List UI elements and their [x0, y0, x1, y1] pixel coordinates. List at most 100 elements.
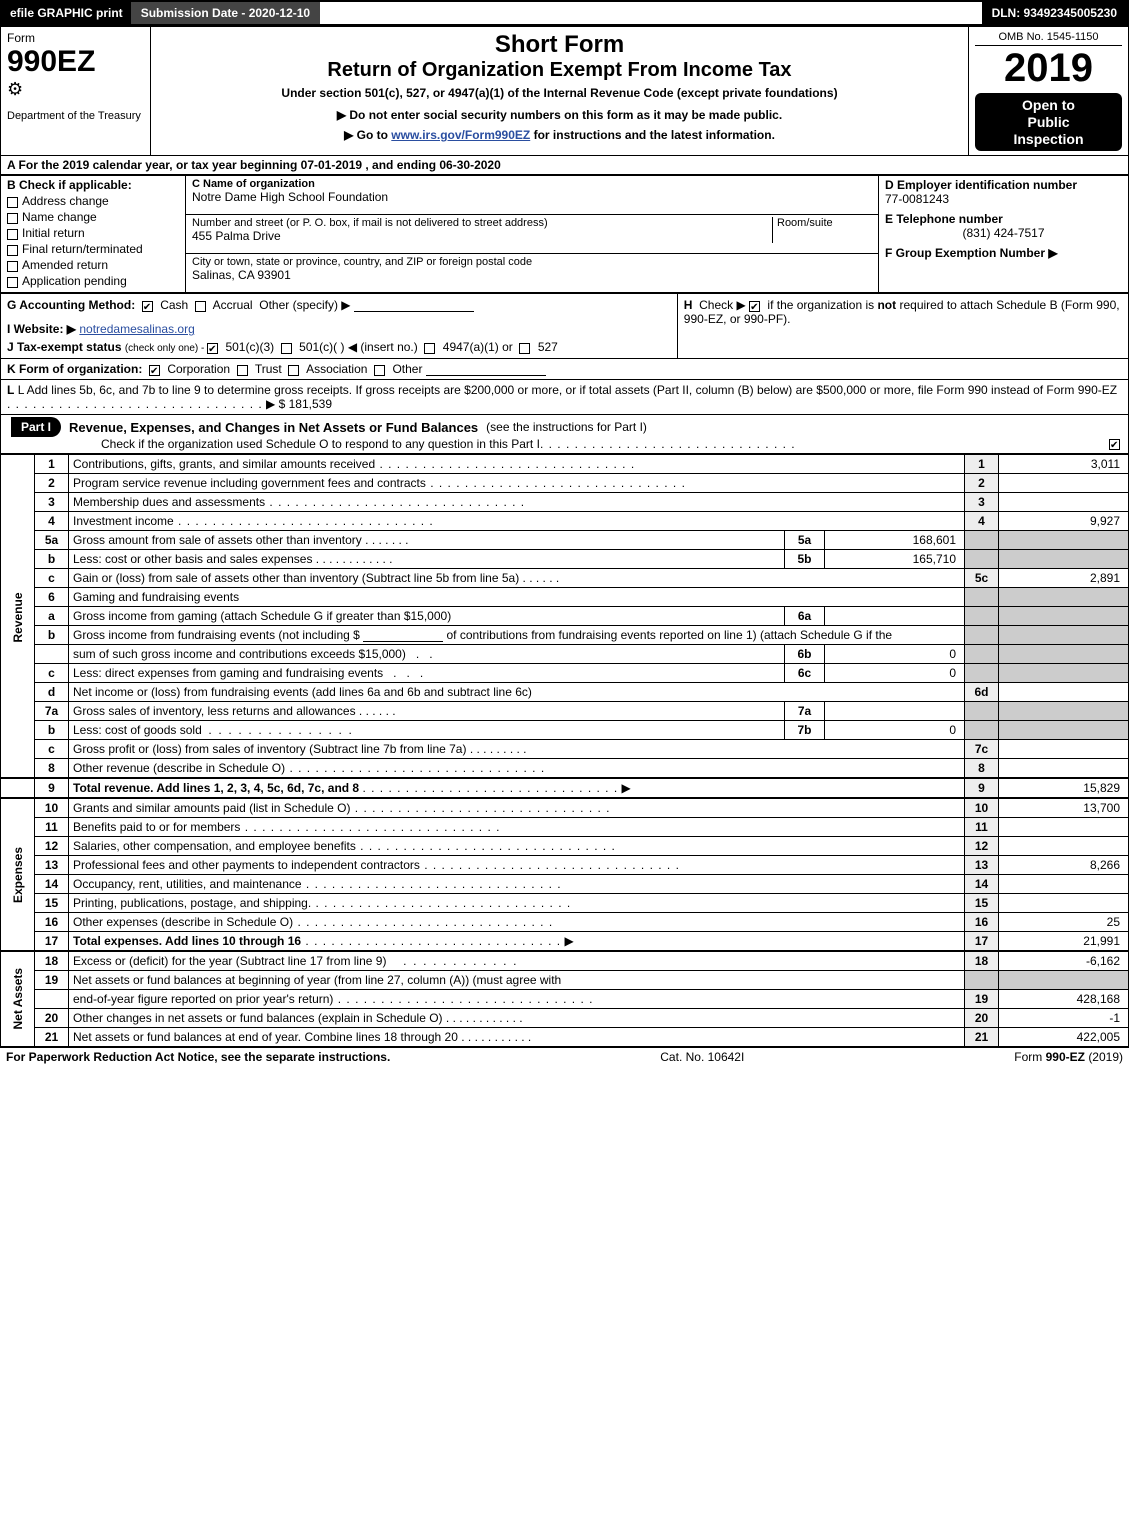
city-label: City or town, state or province, country… [192, 256, 872, 268]
ein: 77-0081243 [885, 192, 1122, 206]
line-3: 3 Membership dues and assessments 3 [1, 493, 1129, 512]
chk-amended-return[interactable]: Amended return [7, 258, 179, 272]
section-k: K Form of organization: Corporation Trus… [0, 359, 1129, 380]
rn1: 1 [965, 455, 999, 474]
chk-address-change[interactable]: Address change [7, 194, 179, 208]
section-def: D Employer identification number 77-0081… [879, 176, 1129, 293]
h-text2: if the organization is [767, 298, 877, 312]
under-section: Under section 501(c), 527, or 4947(a)(1)… [157, 86, 962, 100]
website-link[interactable]: notredamesalinas.org [79, 322, 194, 336]
line-2: 2 Program service revenue including gove… [1, 474, 1129, 493]
line-15: 15 Printing, publications, postage, and … [1, 894, 1129, 913]
chk-name-change[interactable]: Name change [7, 210, 179, 224]
line-1: Revenue 1 Contributions, gifts, grants, … [1, 455, 1129, 474]
goto-link[interactable]: www.irs.gov/Form990EZ [391, 128, 530, 142]
6b-blank[interactable] [363, 641, 443, 642]
footer-mid: Cat. No. 10642I [660, 1050, 744, 1064]
room-label: Room/suite [777, 217, 872, 229]
section-c-street: Number and street (or P. O. box, if mail… [186, 215, 879, 254]
g-other-blank[interactable] [354, 311, 474, 312]
line-5b: b Less: cost or other basis and sales ex… [1, 550, 1129, 569]
top-bar: efile GRAPHIC print Submission Date - 20… [0, 0, 1129, 26]
line-4: 4 Investment income 4 9,927 [1, 512, 1129, 531]
chk-501c[interactable] [281, 343, 292, 354]
part1-dots [540, 437, 1101, 451]
line-6d: d Net income or (loss) from fundraising … [1, 683, 1129, 702]
chk-corp[interactable] [149, 365, 160, 376]
chk-final-return[interactable]: Final return/terminated [7, 242, 179, 256]
line-8: 8 Other revenue (describe in Schedule O)… [1, 759, 1129, 779]
d-label: D Employer identification number [885, 178, 1122, 192]
street-label: Number and street (or P. O. box, if mail… [192, 217, 772, 229]
chk-accrual[interactable] [195, 301, 206, 312]
chk-initial-return[interactable]: Initial return [7, 226, 179, 240]
topbar-spacer [320, 2, 981, 24]
line-14: 14 Occupancy, rent, utilities, and maint… [1, 875, 1129, 894]
gh-table: G Accounting Method: Cash Accrual Other … [0, 293, 1129, 359]
l-text: L Add lines 5b, 6c, and 7b to line 9 to … [18, 383, 1117, 397]
chk-schedule-o[interactable] [1109, 439, 1120, 450]
line-9: 9 Total revenue. Add lines 1, 2, 3, 4, 5… [1, 778, 1129, 798]
irs-seal-icon: ⚙ [7, 79, 144, 100]
j-sub: (check only one) - [125, 343, 207, 354]
form-number: 990EZ [7, 45, 144, 79]
right-col: OMB No. 1545-1150 2019 Open to Public In… [969, 27, 1129, 156]
tax-year: 2019 [975, 46, 1122, 91]
org-name: Notre Dame High School Foundation [192, 190, 872, 204]
section-l: L L Add lines 5b, 6c, and 7b to line 9 t… [0, 380, 1129, 415]
row-a: A For the 2019 calendar year, or tax yea… [0, 156, 1129, 175]
chk-cash[interactable] [142, 301, 153, 312]
part1-paren: (see the instructions for Part I) [486, 420, 647, 434]
street: 455 Palma Drive [192, 229, 772, 243]
chk-application-pending[interactable]: Application pending [7, 274, 179, 288]
l-amount: $ 181,539 [279, 397, 332, 411]
short-form-title: Short Form [157, 31, 962, 59]
netassets-side-label: Net Assets [1, 951, 35, 1047]
chk-4947[interactable] [424, 343, 435, 354]
h-text1: Check ▶ [699, 298, 746, 312]
section-g: G Accounting Method: Cash Accrual Other … [1, 294, 678, 359]
footer: For Paperwork Reduction Act Notice, see … [0, 1047, 1129, 1066]
chk-501c3[interactable] [207, 343, 218, 354]
chk-trust[interactable] [237, 365, 248, 376]
l-dots [7, 397, 263, 411]
chk-other[interactable] [374, 365, 385, 376]
k-label: K Form of organization: [7, 362, 142, 376]
footer-right: Form 990-EZ (2019) [1014, 1050, 1123, 1064]
line-21: 21 Net assets or fund balances at end of… [1, 1028, 1129, 1047]
footer-left: For Paperwork Reduction Act Notice, see … [6, 1050, 390, 1064]
line-19a: 19 Net assets or fund balances at beginn… [1, 971, 1129, 990]
h-label: H [684, 298, 693, 312]
chk-h[interactable] [749, 301, 760, 312]
line-10: Expenses 10 Grants and similar amounts p… [1, 798, 1129, 818]
chk-assoc[interactable] [288, 365, 299, 376]
efile-print-button[interactable]: efile GRAPHIC print [2, 2, 131, 24]
expenses-side-label: Expenses [1, 798, 35, 951]
line-5c: c Gain or (loss) from sale of assets oth… [1, 569, 1129, 588]
section-j: J Tax-exempt status (check only one) - 5… [7, 340, 671, 354]
line-11: 11 Benefits paid to or for members 11 [1, 818, 1129, 837]
section-b: B Check if applicable: Address change Na… [1, 176, 186, 293]
ln1: 1 [35, 455, 69, 474]
chk-527[interactable] [519, 343, 530, 354]
line-6a: a Gross income from gaming (attach Sched… [1, 607, 1129, 626]
line-18: Net Assets 18 Excess or (deficit) for th… [1, 951, 1129, 971]
open2: Public [979, 114, 1118, 131]
g-other: Other (specify) ▶ [259, 298, 350, 312]
e-label: E Telephone number [885, 212, 1122, 226]
line-13: 13 Professional fees and other payments … [1, 856, 1129, 875]
line-16: 16 Other expenses (describe in Schedule … [1, 913, 1129, 932]
open1: Open to [979, 97, 1118, 114]
k-other-blank[interactable] [426, 375, 546, 376]
line-17: 17 Total expenses. Add lines 10 through … [1, 932, 1129, 952]
section-h: H Check ▶ if the organization is not req… [677, 294, 1128, 359]
goto-pre: ▶ Go to [344, 128, 391, 142]
info-table: B Check if applicable: Address change Na… [0, 175, 1129, 293]
efile-label: efile GRAPHIC print [10, 6, 123, 20]
return-title: Return of Organization Exempt From Incom… [157, 59, 962, 82]
dln: DLN: 93492345005230 [982, 2, 1127, 24]
department: Department of the Treasury [7, 110, 144, 122]
omb-number: OMB No. 1545-1150 [975, 31, 1122, 46]
section-i: I Website: ▶ notredamesalinas.org [7, 322, 671, 336]
line-7a: 7a Gross sales of inventory, less return… [1, 702, 1129, 721]
